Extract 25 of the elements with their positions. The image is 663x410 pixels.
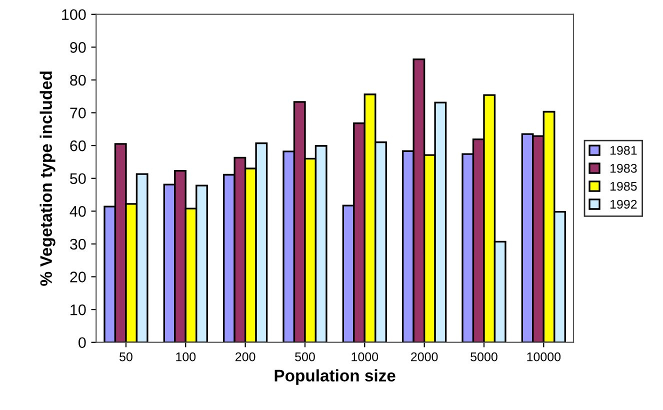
x-tick-label: 50: [120, 352, 132, 362]
y-tick-label: 60: [70, 140, 86, 152]
x-tick-label: 500: [295, 352, 315, 362]
x-tick-label: 2000: [411, 352, 438, 362]
x-tick-label: 5000: [470, 352, 498, 362]
legend-label: 1981: [610, 146, 637, 155]
y-tick-label: 10: [70, 304, 86, 316]
legend-label: 1992: [610, 200, 637, 209]
y-tick-label: 20: [70, 272, 86, 282]
y-tick-label: 100: [62, 9, 86, 20]
x-tick-label: 100: [176, 352, 196, 362]
legend-label: 1985: [610, 182, 637, 191]
y-axis-title: % Vegetation type included: [40, 72, 56, 286]
y-tick-label: 80: [70, 74, 86, 86]
y-tick-label: 0: [78, 337, 86, 348]
y-tick-label: 40: [70, 206, 86, 217]
y-tick-label: 90: [70, 42, 86, 53]
legend-label: 1983: [610, 164, 637, 173]
x-tick-label: 200: [236, 352, 256, 362]
y-tick-label: 50: [70, 173, 86, 184]
x-tick-label: 10000: [527, 352, 561, 362]
y-tick-label: 70: [70, 108, 86, 118]
x-axis-title: Population size: [274, 369, 396, 385]
y-tick-label: 30: [70, 238, 86, 250]
x-tick-label: 1000: [352, 352, 378, 362]
